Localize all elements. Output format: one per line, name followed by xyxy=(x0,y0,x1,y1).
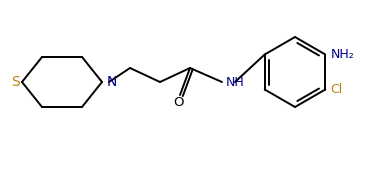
Text: O: O xyxy=(174,97,184,109)
Text: Cl: Cl xyxy=(330,83,342,96)
Text: N: N xyxy=(107,75,117,89)
Text: NH: NH xyxy=(226,77,245,89)
Text: NH₂: NH₂ xyxy=(330,48,354,61)
Text: S: S xyxy=(11,75,20,89)
